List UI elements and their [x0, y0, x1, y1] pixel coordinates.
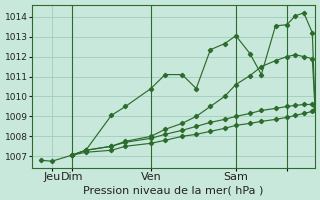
X-axis label: Pression niveau de la mer( hPa ): Pression niveau de la mer( hPa )	[84, 185, 264, 195]
